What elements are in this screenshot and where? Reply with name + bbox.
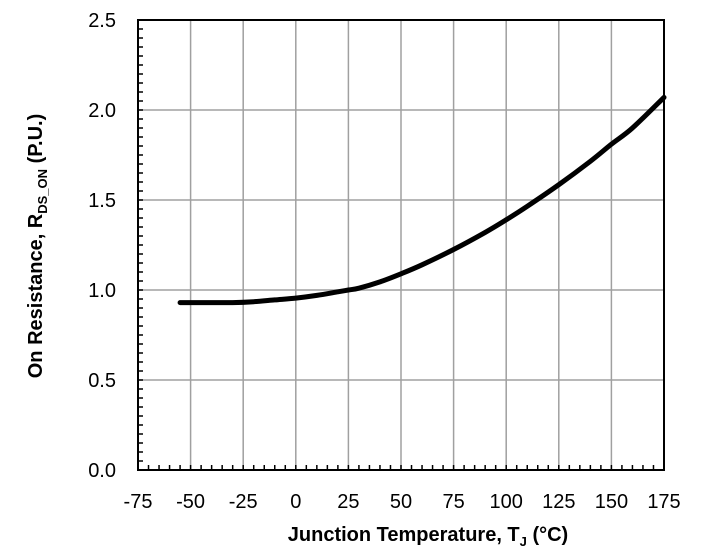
y-axis-title-main: On Resistance, R <box>25 213 47 378</box>
y-tick-label: 1.0 <box>88 280 116 302</box>
x-tick-label: -25 <box>229 491 258 513</box>
x-tick-label: 100 <box>490 491 523 513</box>
y-axis-title: On Resistance, RDS_ON (P.U.) <box>25 114 50 379</box>
y-tick-label: 1.5 <box>88 190 116 212</box>
y-tick-label: 0.0 <box>88 460 116 482</box>
x-tick-label: 0 <box>290 491 301 513</box>
x-tick-label: -75 <box>124 491 153 513</box>
series-line <box>177 94 667 306</box>
x-axis-title-unit: (°C) <box>527 524 568 546</box>
y-axis-title-unit: (P.U.) <box>25 114 47 169</box>
x-tick-labels: -75 -50 -25 0 25 50 75 100 125 150 175 <box>124 491 681 513</box>
plot-frame <box>137 19 665 471</box>
grid <box>138 20 664 470</box>
x-axis-title-subscript: J <box>520 534 527 549</box>
x-axis-title: Junction Temperature, TJ (°C) <box>288 524 568 549</box>
x-tick-label: 25 <box>337 491 359 513</box>
y-tick-labels: 0.0 0.5 1.0 1.5 2.0 2.5 <box>88 10 116 482</box>
x-tick-label: 50 <box>390 491 412 513</box>
x-tick-label: 125 <box>542 491 575 513</box>
y-tick-label: 2.5 <box>88 10 116 32</box>
x-tick-label: 150 <box>595 491 628 513</box>
x-tick-label: 175 <box>647 491 680 513</box>
y-tick-label: 0.5 <box>88 370 116 392</box>
x-tick-label: -50 <box>176 491 205 513</box>
y-axis-title-subscript: DS_ON <box>35 169 50 214</box>
x-axis-title-main: Junction Temperature, T <box>288 524 520 546</box>
x-tick-label: 75 <box>442 491 464 513</box>
y-tick-label: 2.0 <box>88 100 116 122</box>
